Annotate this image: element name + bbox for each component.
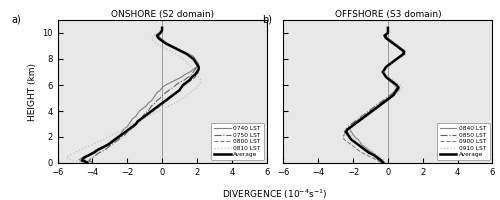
- Text: a): a): [12, 14, 21, 24]
- Text: b): b): [262, 14, 272, 24]
- Y-axis label: HEIGHT (km): HEIGHT (km): [28, 62, 36, 120]
- Title: OFFSHORE (S3 domain): OFFSHORE (S3 domain): [334, 10, 441, 19]
- Legend: 0740 LST, 0750 LST, 0800 LST, 0810 LST, Average: 0740 LST, 0750 LST, 0800 LST, 0810 LST, …: [212, 123, 264, 160]
- Title: ONSHORE (S2 domain): ONSHORE (S2 domain): [110, 10, 214, 19]
- Text: DIVERGENCE ($10^{-4}$s$^{-1}$): DIVERGENCE ($10^{-4}$s$^{-1}$): [222, 188, 328, 200]
- Legend: 0840 LST, 0850 LST, 0900 LST, 0910 LST, Average: 0840 LST, 0850 LST, 0900 LST, 0910 LST, …: [437, 123, 490, 160]
